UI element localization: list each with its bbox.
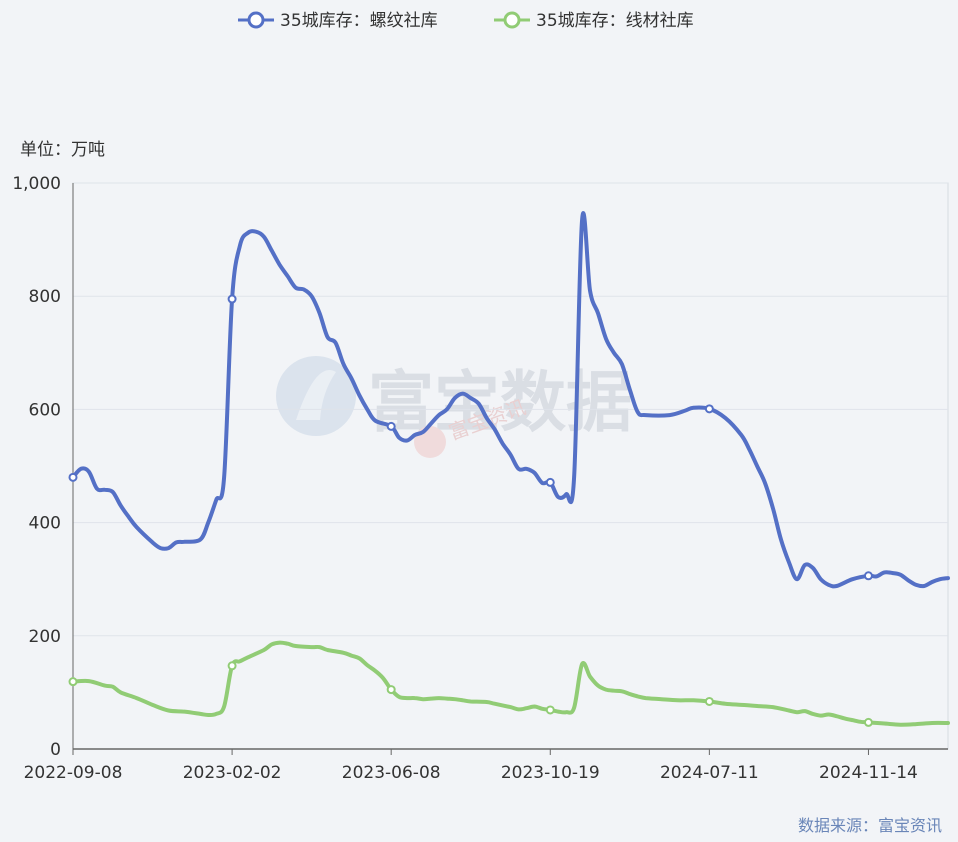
series-point-0[interactable] bbox=[68, 472, 78, 482]
series-point-1[interactable] bbox=[863, 717, 873, 727]
series-point-1[interactable] bbox=[704, 696, 714, 706]
y-tick-label: 600 bbox=[29, 400, 61, 420]
legend-wire-marker bbox=[503, 11, 521, 29]
series-line-0 bbox=[71, 211, 950, 589]
x-tick-label: 2024-07-11 bbox=[660, 763, 759, 783]
legend-rebar-label: 35城库存：螺纹社库 bbox=[280, 11, 438, 31]
legend-item-rebar[interactable]: 35城库存：螺纹社库 bbox=[238, 11, 438, 31]
watermark-text: 富宝数据 bbox=[368, 364, 632, 441]
legend-wire-label: 35城库存：线材社库 bbox=[536, 11, 694, 31]
legend-item-wire[interactable]: 35城库存：线材社库 bbox=[494, 11, 694, 31]
y-tick-label: 200 bbox=[29, 627, 61, 647]
legend[interactable]: 35城库存：螺纹社库 35城库存：线材社库 bbox=[238, 11, 694, 31]
y-tick-label: 800 bbox=[29, 287, 61, 307]
x-tick-label: 2023-10-19 bbox=[501, 763, 600, 783]
series-point-1[interactable] bbox=[545, 705, 555, 715]
watermark-sub-logo-icon bbox=[414, 426, 446, 458]
series-point-0[interactable] bbox=[863, 571, 873, 581]
series-point-0[interactable] bbox=[704, 404, 714, 414]
x-tick-label: 2024-11-14 bbox=[819, 763, 918, 783]
plot-border bbox=[72, 182, 949, 750]
y-tick-label: 400 bbox=[29, 514, 61, 534]
y-tick-label: 0 bbox=[50, 740, 61, 760]
series-layer bbox=[68, 211, 950, 727]
x-tick-label: 2022-09-08 bbox=[24, 763, 123, 783]
x-tick-label: 2023-02-02 bbox=[183, 763, 282, 783]
source-note: 数据来源：富宝资讯 bbox=[797, 816, 942, 835]
series-point-1[interactable] bbox=[227, 661, 237, 671]
series-point-1[interactable] bbox=[386, 685, 396, 695]
legend-rebar-marker bbox=[247, 11, 265, 29]
watermark: 富宝数据 富宝资讯 bbox=[276, 356, 632, 458]
series-point-0[interactable] bbox=[545, 477, 555, 487]
series-point-0[interactable] bbox=[227, 294, 237, 304]
series-point-0[interactable] bbox=[386, 421, 396, 431]
series-point-1[interactable] bbox=[68, 677, 78, 687]
unit-label: 单位：万吨 bbox=[20, 140, 105, 160]
grid bbox=[72, 182, 949, 750]
axes: 0 200 400 600 800 1,000 2022-09-08 2023-02-02 20… bbox=[12, 174, 948, 783]
x-tick-label: 2023-06-08 bbox=[342, 763, 441, 783]
series-line-1 bbox=[71, 640, 950, 727]
y-tick-label: 1,000 bbox=[12, 174, 61, 194]
